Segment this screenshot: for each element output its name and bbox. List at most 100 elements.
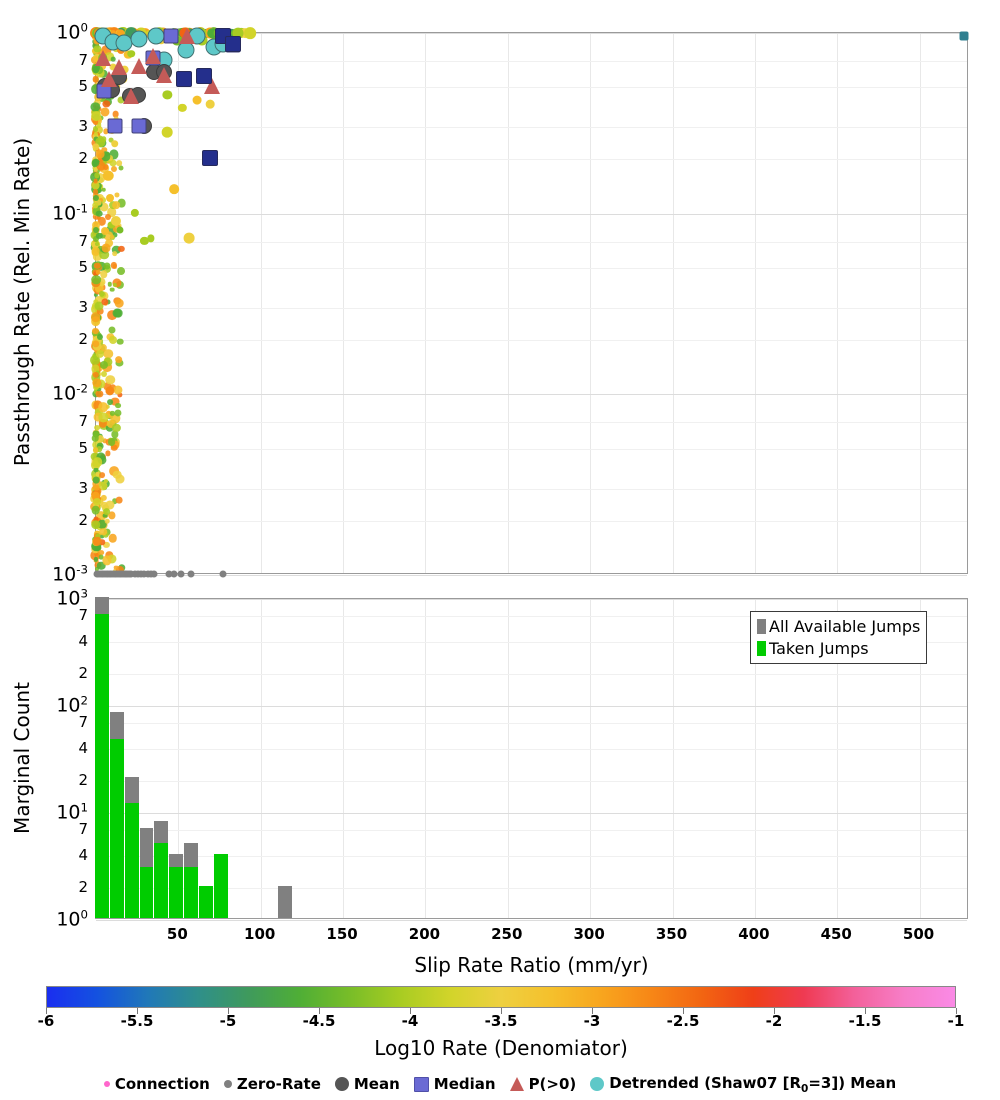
connection-point (140, 236, 149, 245)
zero-rate-point (219, 570, 227, 578)
histogram-bar (169, 597, 184, 918)
colorbar-tick-mark (137, 1008, 138, 1014)
connection-point (93, 537, 102, 546)
connection-point (93, 431, 100, 438)
colorbar (46, 986, 956, 1008)
connection-point (95, 349, 104, 359)
connection-point (92, 456, 103, 467)
connection-point (96, 215, 101, 220)
gridline-horizontal (96, 706, 967, 707)
gridline-horizontal-minor (96, 87, 967, 89)
connection-point (105, 375, 115, 385)
connection-point (102, 100, 111, 108)
connection-point (96, 379, 106, 389)
marker-legend-label: Median (433, 1075, 496, 1093)
connection-point (106, 419, 115, 428)
histogram-bar (278, 597, 292, 918)
gridline-horizontal-minor (96, 780, 967, 782)
connection-point (102, 507, 111, 516)
colorbar-tick-mark (865, 1008, 866, 1014)
bar-segment-taken-jumps (95, 613, 109, 918)
connection-point (93, 400, 103, 410)
connection-point (92, 447, 99, 453)
connection-point (93, 195, 100, 202)
colorbar-tick-mark (319, 1008, 320, 1014)
connection-point (162, 126, 173, 138)
connection-point (94, 552, 99, 557)
connection-point (107, 554, 117, 564)
connection-point (93, 253, 102, 262)
histogram-y-tick: 100 (56, 907, 88, 931)
bar-segment-taken-jumps (198, 885, 213, 918)
colorbar-tick-mark (774, 1008, 775, 1014)
histogram-y-tick: 4 (78, 631, 88, 650)
connection-point (105, 224, 116, 235)
x-tick-label: 150 (326, 925, 358, 943)
marker-legend-item: Connection (103, 1075, 210, 1093)
connection-point (94, 567, 99, 572)
connection-point (91, 230, 100, 240)
connection-point (92, 497, 101, 506)
connection-point (95, 137, 105, 148)
connection-point (101, 502, 108, 509)
x-tick-label: 200 (408, 925, 441, 943)
colorbar-tick-label: -5 (219, 1012, 237, 1030)
connection-point (116, 338, 124, 345)
connection-point (102, 170, 114, 182)
colorbar-tick-mark (592, 1008, 593, 1014)
connection-point (91, 181, 100, 190)
gridline-horizontal-minor (96, 748, 967, 750)
connection-point (109, 159, 117, 167)
bar-segment-taken-jumps (184, 866, 198, 918)
scatter-y-tick: 3 (78, 298, 88, 317)
connection-point (99, 270, 108, 278)
connection-point (96, 232, 103, 240)
connection-point (91, 452, 100, 462)
x-tick-label: 300 (573, 925, 605, 943)
gridline-vertical (425, 599, 427, 918)
connection-point (112, 201, 121, 210)
connection-point (108, 326, 116, 334)
gridline-vertical (754, 599, 756, 918)
scatter-y-tick: 10-3 (52, 562, 88, 586)
colorbar-tick-label: -2 (765, 1012, 783, 1030)
colorbar-tick-label: -3 (583, 1012, 601, 1030)
connection-point (92, 353, 99, 360)
connection-point (99, 202, 109, 212)
connection-point (92, 271, 99, 277)
connection-point (99, 280, 105, 287)
colorbar-tick-mark (410, 1008, 411, 1014)
zero-rate-point (187, 570, 195, 578)
bar-segment-taken-jumps (124, 802, 139, 918)
connection-point (92, 335, 102, 345)
connection-point (93, 131, 98, 137)
connection-point (110, 262, 117, 269)
scatter-y-tick: 10-1 (52, 200, 88, 225)
connection-point (232, 27, 244, 39)
connection-point (98, 419, 107, 428)
p-gt-zero-marker (110, 59, 127, 76)
connection-point (105, 412, 111, 419)
connection-point (93, 227, 100, 234)
gridline-horizontal-minor (96, 339, 967, 341)
zero-rate-point (170, 570, 178, 578)
marker-legend: Connection Zero-Rate Mean Median P(>0) Detren… (0, 1072, 1000, 1096)
detrended-mean-marker (147, 27, 165, 45)
connection-point (92, 371, 100, 379)
connection-point (183, 233, 195, 244)
connection-point (90, 354, 101, 365)
connection-point (111, 444, 118, 452)
gridline-vertical (260, 599, 262, 918)
connection-point (93, 424, 100, 431)
histogram-bar (124, 597, 139, 918)
connection-point (102, 531, 109, 538)
connection-point (109, 234, 114, 239)
connection-point (169, 184, 179, 194)
colorbar-tick-label: -3.5 (484, 1012, 518, 1030)
histogram-y-tick: 102 (56, 693, 88, 717)
connection-point (205, 99, 215, 109)
gridline-horizontal-minor (96, 308, 967, 310)
connection-point (110, 440, 120, 450)
connection-point (94, 241, 99, 246)
histogram-y-tick: 2 (78, 663, 88, 682)
